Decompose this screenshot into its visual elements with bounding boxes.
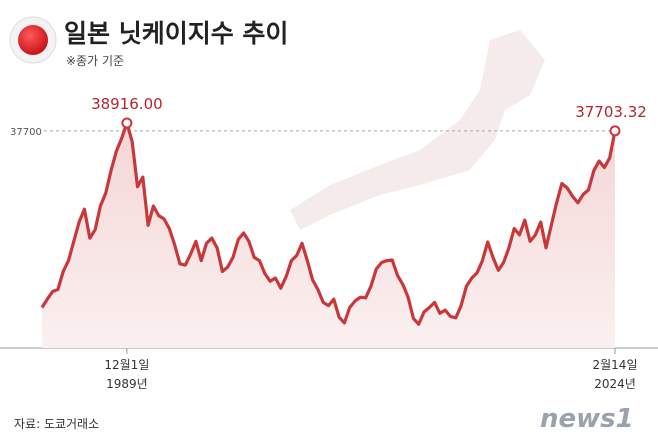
value-label: 38916.00 [91,95,163,113]
x-tick-label: 12월1일 1989년 [104,358,150,391]
point-marker [609,125,621,137]
logo: news1 [540,404,634,434]
value-label: 37703.32 [575,103,647,121]
subtitle: ※종가 기준 [66,54,125,68]
title: 일본 닛케이지수 추이 [64,19,289,48]
x-tick-label: 2월14일 2024년 [592,358,638,391]
source: 자료: 도쿄거래소 [14,417,100,431]
line [40,121,617,326]
area [42,123,615,348]
flag-sun [18,25,48,55]
y-tick-label: 37700 [10,127,42,138]
point-marker [121,117,133,129]
japan-map [290,30,545,230]
